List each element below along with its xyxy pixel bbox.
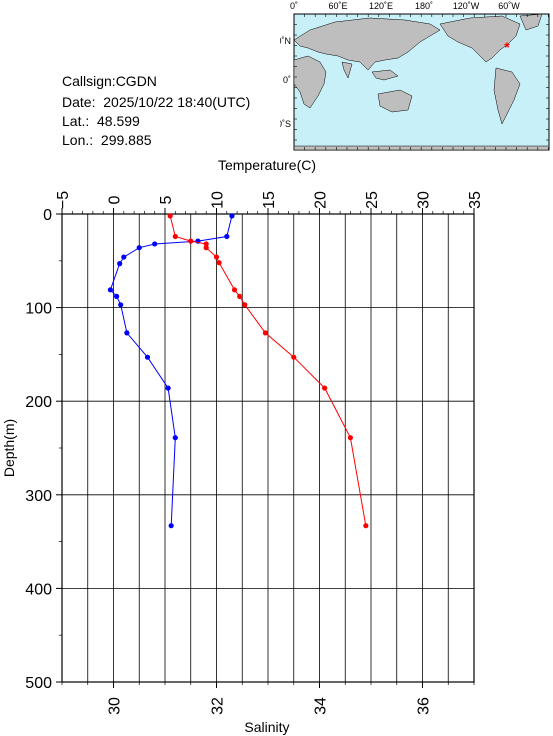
map-ticks [293,13,549,150]
map-lon-label-0: 0˚ [290,1,298,11]
temperature-tick-label: 10 [210,191,227,209]
temperature-data-point [136,245,142,251]
callsign-text: Callsign:CGDN [62,73,157,89]
temperature-axis: −5 0 5 10 15 20 25 30 35 [55,191,484,214]
temperature-tick-label: 0 [107,195,124,204]
salinity-data-point [203,245,209,251]
depth-axis: 0 100 200 300 400 500 [25,207,62,692]
temperature-data-point [172,435,178,441]
temperature-data-point [152,241,158,247]
map-australia [377,89,413,113]
temperature-data-point [121,254,127,260]
depth-tick-label: 0 [43,207,52,224]
longitude-text: Lon.: 299.885 [62,132,152,148]
salinity-data-point [188,238,194,244]
map-lon-label-60e: 60˚E [328,1,347,11]
map-south-america [493,67,521,125]
temperature-data-point [229,213,235,219]
temperature-data-point [107,287,114,293]
salinity-data-point [231,287,238,293]
salinity-data-point [213,254,220,260]
temperature-tick-label: 20 [313,191,330,209]
map-lon-label-60w: 60˚W [498,1,520,11]
date-text: Date: 2025/10/22 18:40(UTC) [62,94,251,110]
salinity-data-point [242,302,248,308]
salinity-tick-label: 36 [416,697,433,715]
map-lon-label-180: 180˚ [415,1,433,11]
depth-tick-label: 100 [25,301,52,318]
depth-tick-label: 500 [25,675,52,692]
salinity-data-point [322,385,328,391]
salinity-data-point [262,330,269,336]
map-top-labels: 0˚ 60˚E 120˚E 180˚ 120˚W 60˚W [290,1,520,11]
map-lat-label-60n: 60˚N [280,36,291,46]
map-india [341,61,353,79]
salinity-tick-label: 30 [107,697,124,715]
location-map: 0˚ 60˚E 120˚E 180˚ 120˚W 60˚W 60˚N 0˚ 60… [280,1,550,151]
temperature-tick-label: 30 [416,191,433,209]
salinity-axis: 30 32 34 36 [61,682,475,715]
asterisk-icon: * [504,39,510,55]
temperature-data-point [224,233,230,240]
salinity-data-point [291,354,297,360]
map-lon-label-120e: 120˚E [369,1,393,11]
map-africa [293,55,327,109]
salinity-data-point [363,523,369,529]
depth-tick-label: 400 [25,581,52,598]
salinity-tick-label: 32 [210,697,227,715]
depth-tick-label: 200 [25,394,52,411]
salinity-tick-label: 34 [313,697,330,715]
temperature-data-point [144,354,151,360]
chart-series [107,213,369,529]
map-lat-label-0: 0˚ [283,75,291,85]
temperature-profile-line [109,215,233,526]
map-eurasia [293,17,441,71]
map-lat-label-60s: 60˚S [280,119,291,129]
temperature-data-point [117,261,123,267]
salinity-data-point [216,260,222,266]
salinity-data-point [237,293,243,299]
temperature-data-point [124,330,130,336]
temperature-tick-label: 15 [261,191,278,209]
salinity-axis-label: Salinity [244,719,289,735]
salinity-data-point [172,233,178,240]
temperature-data-point [113,293,120,299]
depth-tick-label: 300 [25,488,52,505]
map-greenland [519,13,543,31]
salinity-data-point [347,435,353,441]
map-lon-label-120w: 120˚W [453,1,480,11]
temperature-data-point [165,385,171,391]
temperature-tick-label: 35 [467,191,484,209]
depth-axis-label: Depth(m) [1,419,17,477]
chart-grid [61,214,475,682]
temperature-data-point [168,523,174,529]
temperature-data-point [118,302,124,308]
latitude-text: Lat.: 48.599 [62,113,140,129]
temperature-tick-label: 25 [364,191,381,209]
temperature-axis-label: Temperature(C) [218,157,316,173]
temperature-tick-label: 5 [158,195,175,204]
map-left-labels: 60˚N 0˚ 60˚S [280,36,291,129]
salinity-data-point [203,241,209,247]
temperature-tick-label: −5 [55,191,72,209]
map-se-asia [371,69,399,81]
salinity-data-point [167,213,173,219]
map-north-america [439,15,521,63]
